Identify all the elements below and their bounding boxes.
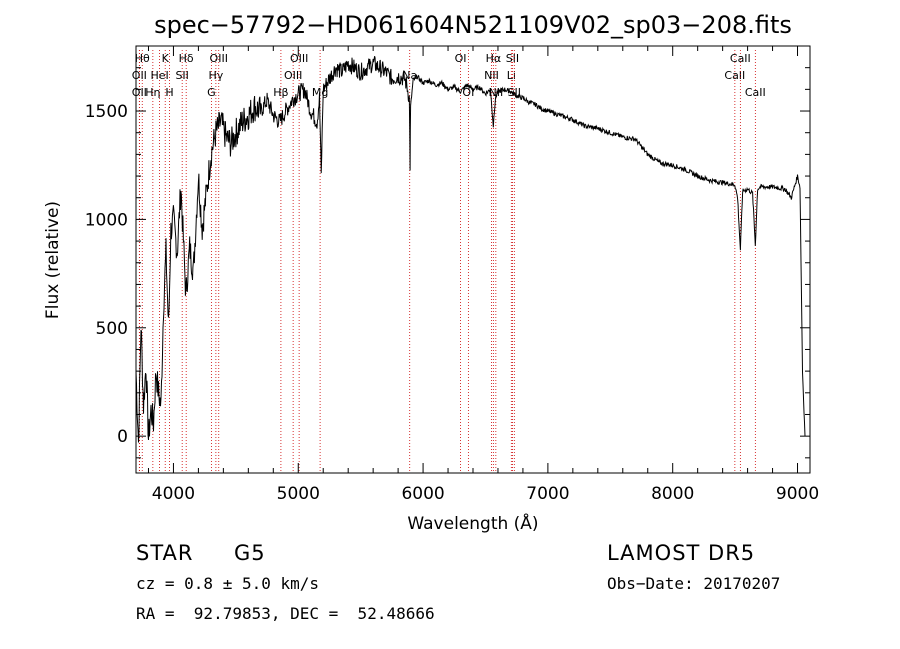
line-label-27: CaII [745, 86, 766, 99]
coordinates: RA = 92.79853, DEC = 52.48666 [136, 604, 435, 623]
y-axis-label: Flux (relative) [43, 201, 63, 319]
plot-frame [135, 45, 811, 474]
x-tick-label-4000: 4000 [152, 484, 195, 504]
x-tick-label-8000: 8000 [651, 484, 694, 504]
line-label-0: Hθ [135, 52, 150, 65]
line-label-14: OIII [290, 52, 308, 65]
line-label-23: SII [506, 52, 519, 65]
x-tick-label-6000: 6000 [401, 484, 444, 504]
observation-date: Obs−Date: 20170207 [607, 574, 781, 593]
emission-line-markers: HθOIIOIIHηHeIKHSIIHδGHγOIIIHβOIIIOIIIMgN… [132, 50, 766, 472]
line-label-9: G [207, 86, 216, 99]
y-tick-label-1500: 1500 [85, 102, 128, 122]
line-label-8: Hδ [179, 52, 194, 65]
line-label-5: K [162, 52, 170, 65]
line-label-4: HeI [150, 69, 168, 82]
x-tick-label-5000: 5000 [277, 484, 320, 504]
line-label-11: OIII [210, 52, 228, 65]
redshift-cz: cz = 0.8 ± 5.0 km/s [136, 574, 320, 593]
line-label-20: Hα [486, 52, 502, 65]
chart-title: spec−57792−HD061604N521109V02_sp03−208.f… [154, 11, 792, 39]
line-label-18: OI [462, 86, 474, 99]
line-label-15: Mg [312, 86, 328, 99]
line-label-12: Hβ [273, 86, 288, 99]
y-axis: 0 500 1000 1500 [85, 67, 810, 459]
y-tick-label-500: 500 [96, 319, 128, 339]
line-label-22: Li [507, 69, 516, 82]
y-tick-label-1000: 1000 [85, 210, 128, 230]
line-label-7: SII [175, 69, 188, 82]
y-tick-label-0: 0 [117, 427, 128, 447]
line-label-25: CaII [724, 69, 745, 82]
x-tick-label-9000: 9000 [776, 484, 819, 504]
line-label-21: NII [488, 86, 503, 99]
line-label-13: OIII [284, 69, 302, 82]
line-label-26: CaII [730, 52, 751, 65]
x-tick-label-7000: 7000 [526, 484, 569, 504]
line-label-17: OI [455, 52, 467, 65]
line-label-3: Hη [145, 86, 160, 99]
x-axis-label: Wavelength (Å) [407, 512, 538, 534]
line-label-6: H [165, 86, 173, 99]
object-subclass: G5 [234, 541, 266, 565]
object-class: STAR [136, 541, 194, 565]
spectrum-line [135, 56, 806, 443]
line-label-10: Hγ [208, 69, 223, 82]
spectrum-series [135, 56, 806, 443]
x-axis: 4000 5000 6000 7000 8000 9000 [147, 46, 819, 504]
survey-label: LAMOST DR5 [607, 541, 756, 565]
line-label-19: NII [484, 69, 499, 82]
